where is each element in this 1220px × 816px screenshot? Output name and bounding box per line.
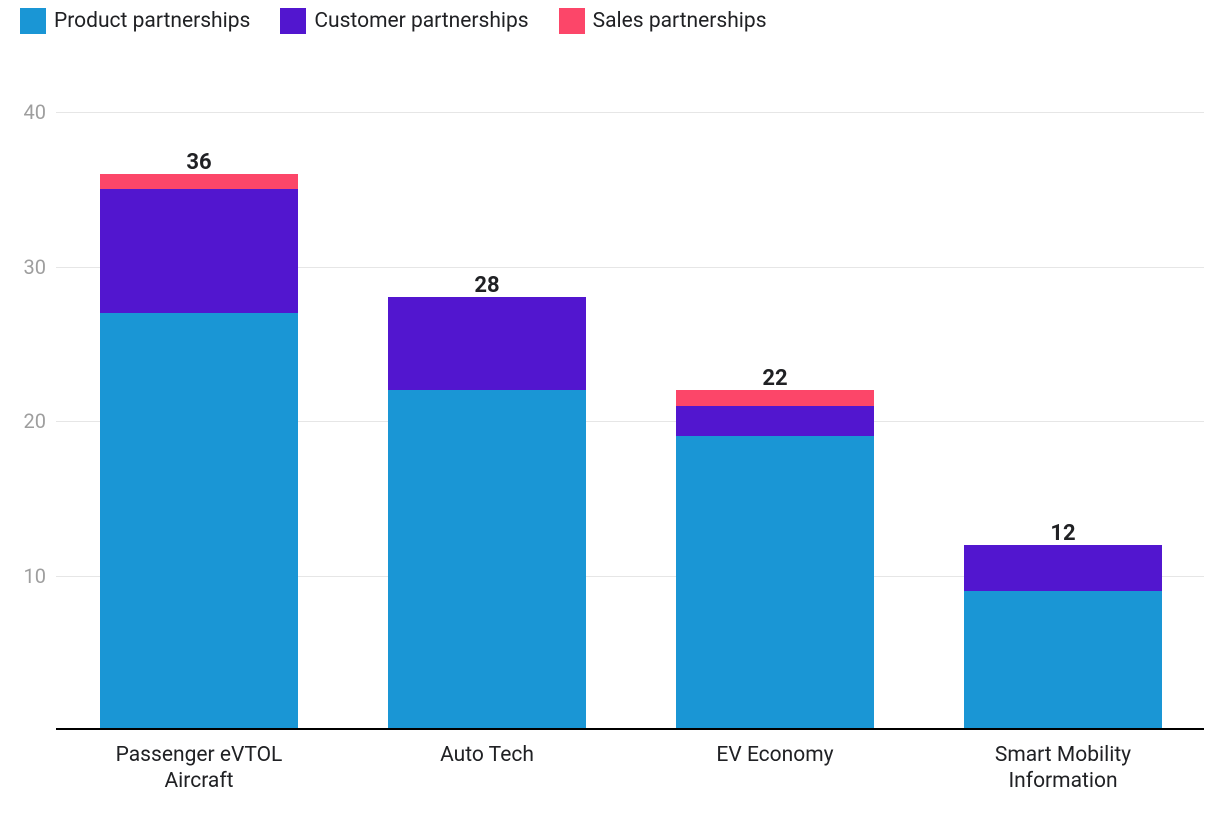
- bar-segment-sales: [676, 390, 874, 405]
- stacked-bar-chart: Product partnerships Customer partnership…: [0, 0, 1220, 816]
- bar-segment-customer: [388, 297, 586, 390]
- legend-swatch-product: [20, 8, 46, 34]
- legend-item-customer: Customer partnerships: [280, 8, 528, 34]
- legend-label-customer: Customer partnerships: [314, 9, 528, 33]
- bar-group: 36: [100, 112, 298, 730]
- legend-item-sales: Sales partnerships: [559, 8, 767, 34]
- bar-total-label: 22: [762, 366, 787, 391]
- bar-total-label: 36: [186, 150, 211, 175]
- x-tick-label: Smart Mobility Information: [944, 730, 1182, 795]
- bar-segment-customer: [676, 406, 874, 437]
- y-tick-label: 10: [24, 564, 56, 588]
- bar-segment-product: [388, 390, 586, 730]
- legend-label-sales: Sales partnerships: [593, 9, 767, 33]
- bar-group: 22: [676, 112, 874, 730]
- legend-swatch-customer: [280, 8, 306, 34]
- x-tick-label: Passenger eVTOL Aircraft: [80, 730, 318, 795]
- bar-segment-product: [676, 436, 874, 730]
- x-tick-label: EV Economy: [656, 730, 894, 768]
- bar-group: 28: [388, 112, 586, 730]
- x-tick-label: Auto Tech: [368, 730, 606, 768]
- y-tick-label: 20: [24, 409, 56, 433]
- y-tick-label: 40: [24, 100, 56, 124]
- bar-segment-product: [100, 313, 298, 730]
- legend-label-product: Product partnerships: [54, 9, 250, 33]
- bar-segment-sales: [100, 174, 298, 189]
- bar-total-label: 28: [474, 273, 499, 298]
- plot-area: 1020304036Passenger eVTOL Aircraft28Auto…: [56, 112, 1204, 730]
- legend-swatch-sales: [559, 8, 585, 34]
- bar-segment-customer: [964, 545, 1162, 591]
- bar-group: 12: [964, 112, 1162, 730]
- bar-segment-product: [964, 591, 1162, 730]
- x-axis-line: [56, 728, 1204, 730]
- bar-total-label: 12: [1050, 521, 1075, 546]
- legend: Product partnerships Customer partnership…: [20, 8, 767, 34]
- y-tick-label: 30: [24, 255, 56, 279]
- legend-item-product: Product partnerships: [20, 8, 250, 34]
- bar-segment-customer: [100, 189, 298, 313]
